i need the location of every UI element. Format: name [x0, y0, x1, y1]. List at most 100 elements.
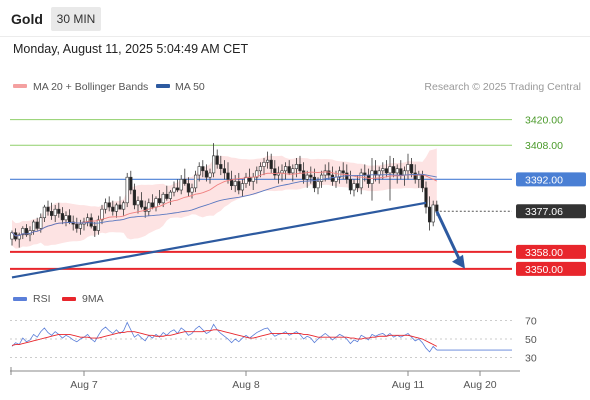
candle-body [355, 183, 360, 189]
candle-body [197, 166, 201, 176]
candle-body [53, 208, 57, 216]
candle [431, 200, 435, 227]
credit-text: Research © 2025 Trading Central [424, 81, 581, 93]
forecast-arrow-shaft [435, 210, 462, 262]
candle-body [201, 166, 205, 172]
candle-body [35, 221, 39, 229]
candle [75, 217, 79, 233]
candle-body [219, 164, 223, 169]
candle-body [409, 164, 414, 174]
candle [143, 200, 147, 218]
candle [197, 162, 201, 182]
candle-body [334, 176, 338, 182]
price-level-label-bg-5 [516, 261, 586, 276]
candle [183, 168, 187, 186]
x-tick-label-0: Aug 7 [70, 379, 98, 391]
candle-body [96, 219, 100, 231]
candle-body [251, 176, 255, 182]
candle-body [122, 202, 126, 210]
candle-body [111, 206, 115, 212]
legend-label-rsi: RSI [33, 293, 51, 305]
price-levels [10, 119, 512, 270]
candle-body [298, 164, 302, 172]
trendline [11, 201, 427, 279]
header-divider [0, 36, 590, 37]
candle-body [147, 202, 151, 212]
candle [265, 151, 270, 169]
candle-body [31, 221, 36, 231]
candle-body [327, 170, 331, 176]
candle-body [158, 198, 162, 204]
candle [359, 168, 363, 195]
candle [409, 158, 414, 178]
rsi-legend: RSI 9MA [13, 293, 104, 305]
candle-body [312, 176, 317, 189]
candle-body [424, 187, 428, 208]
candle [57, 202, 61, 218]
price-level-label-4: 3358.00 [525, 247, 563, 259]
legend-swatch-ma20 [13, 84, 27, 88]
legend-label-9ma: 9MA [82, 293, 104, 305]
candle [165, 185, 169, 201]
candle-body [341, 170, 345, 174]
candle-body [363, 172, 367, 176]
candle [42, 204, 46, 222]
candle [53, 204, 57, 222]
chart-datetime: Monday, August 11, 2025 5:04:49 AM CET [13, 42, 249, 56]
candle-body [309, 174, 313, 178]
candle [305, 170, 309, 188]
candle-body [305, 174, 309, 180]
candle-body [208, 172, 212, 178]
candle [201, 160, 205, 178]
candle-body [125, 176, 129, 204]
candle-body [420, 174, 425, 189]
candle-body [168, 191, 173, 199]
bollinger-band-fill [12, 148, 437, 249]
candle-body [57, 208, 61, 214]
candle [24, 224, 29, 237]
rsi-panel: 70 50 30 [10, 316, 537, 364]
candles [10, 143, 439, 248]
candle-body [154, 198, 158, 208]
candle-body [233, 181, 237, 187]
candle-body [194, 174, 198, 189]
candle-body [107, 202, 111, 208]
candle-body [212, 155, 216, 174]
candle [427, 196, 432, 231]
overlays [11, 171, 465, 279]
candle-body [129, 176, 133, 191]
candle [21, 226, 25, 240]
candle-body [190, 187, 194, 193]
candle-body [352, 183, 356, 191]
candle-body [42, 206, 46, 219]
candle [424, 181, 428, 214]
candle-body [93, 225, 97, 231]
candle-body [258, 166, 263, 172]
candle [355, 175, 360, 193]
candle-body [265, 159, 270, 163]
candle [107, 196, 111, 212]
candle [125, 172, 129, 208]
candle [262, 158, 266, 176]
candle [147, 198, 151, 216]
candle-body [118, 204, 122, 210]
candle [118, 196, 122, 210]
price-level-label-2: 3392.00 [525, 174, 563, 186]
candle-body [68, 215, 72, 223]
candle-body [427, 206, 432, 223]
x-tick-label-1: Aug 8 [232, 379, 260, 391]
price-level-label-bg-4 [516, 244, 586, 259]
candle-body [17, 234, 21, 240]
candle [222, 160, 227, 180]
candle [176, 179, 180, 193]
symbol-title: Gold [11, 11, 43, 27]
price-level-label-bg-2 [516, 172, 586, 187]
candle-body [89, 217, 93, 227]
candle [413, 164, 417, 184]
interval-button[interactable]: 30 MIN [51, 7, 101, 31]
candle [237, 172, 241, 195]
candle [212, 143, 216, 178]
candle [93, 222, 97, 237]
candle-body [240, 183, 245, 191]
